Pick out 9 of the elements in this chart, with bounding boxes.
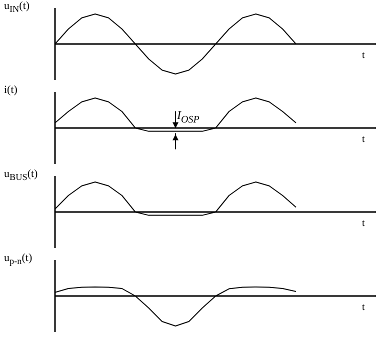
y-axis-title: u$_{BUS}$(t) bbox=[4, 168, 38, 182]
x-axis-title: t bbox=[362, 134, 365, 145]
y-axis-title: i(t) bbox=[4, 84, 18, 96]
x-axis-title: t bbox=[362, 50, 365, 61]
y-axis-title: u$_{p-n}$(t) bbox=[4, 252, 32, 266]
annotation: I$_{OSP}$ bbox=[177, 108, 200, 126]
y-axis-title: u$_{IN}$(t) bbox=[4, 0, 30, 14]
x-axis-title: t bbox=[362, 218, 365, 229]
x-axis-title: t bbox=[362, 302, 365, 313]
